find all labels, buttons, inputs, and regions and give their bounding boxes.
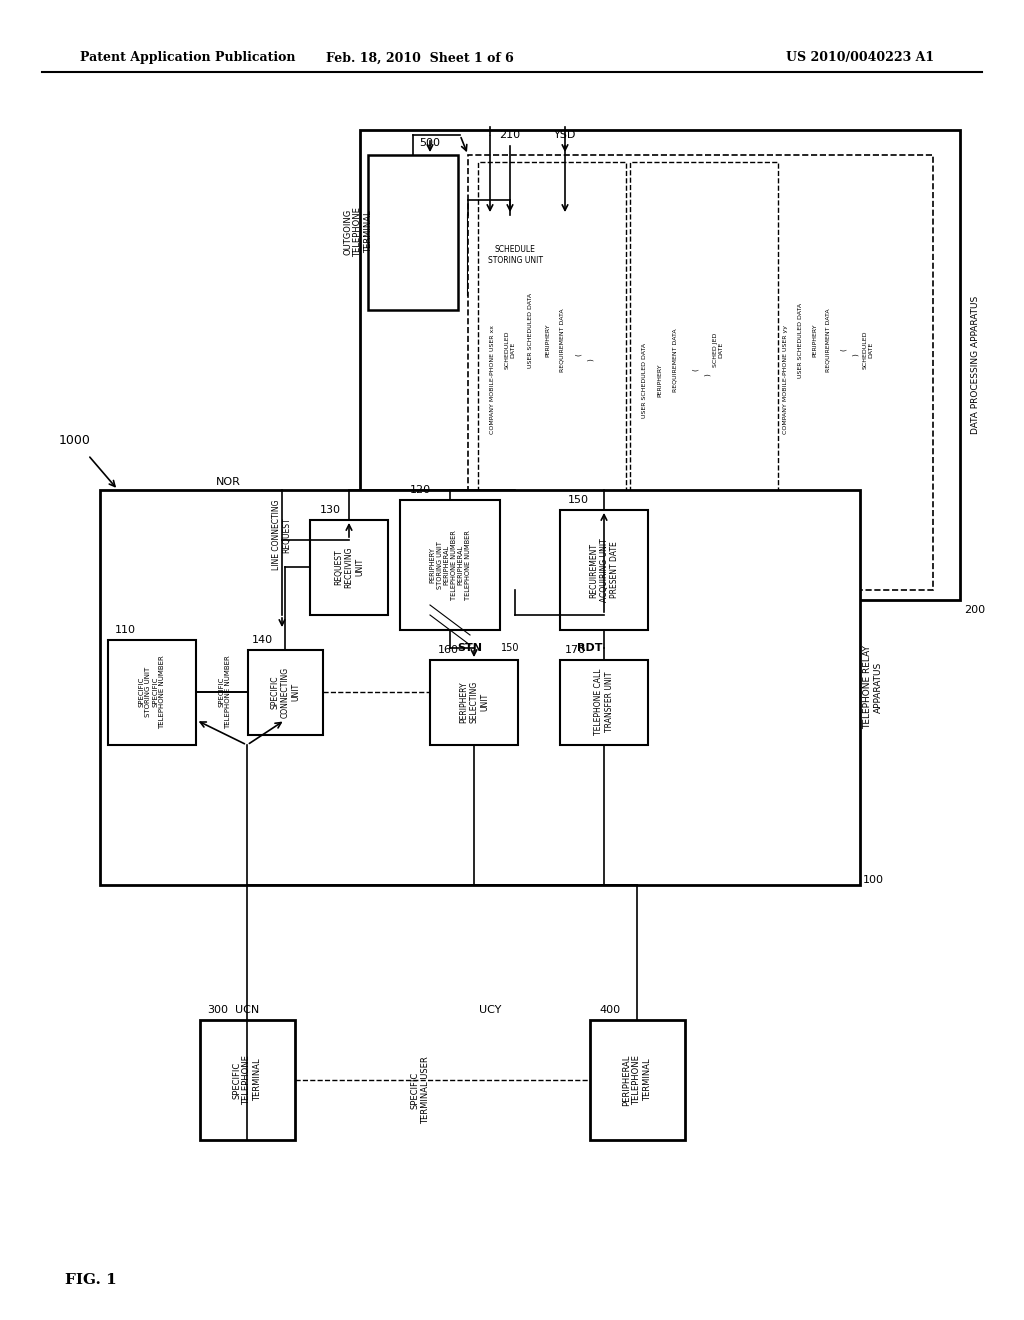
Text: COMPANY MOBILE-PHONE USER xx: COMPANY MOBILE-PHONE USER xx: [490, 326, 496, 434]
Text: 1000: 1000: [59, 433, 91, 446]
Text: Patent Application Publication: Patent Application Publication: [80, 51, 296, 65]
Text: REQUIREMENT DATA: REQUIREMENT DATA: [673, 329, 678, 392]
Text: PERIPHERY
STORING UNIT
PERIPHERAL
TELEPHONE NUMBER
PERIPHERAL
TELEPHONE NUMBER: PERIPHERY STORING UNIT PERIPHERAL TELEPH…: [429, 531, 470, 599]
Text: UCY: UCY: [479, 1005, 501, 1015]
Bar: [248, 649, 323, 735]
Bar: [400, 500, 500, 630]
Text: TELEPHONE CALL
TRANSFER UNIT: TELEPHONE CALL TRANSFER UNIT: [594, 669, 613, 735]
Text: SPECIFIC
TELEPHONE
TERMINAL: SPECIFIC TELEPHONE TERMINAL: [232, 1055, 262, 1105]
Text: 110: 110: [115, 624, 135, 635]
Bar: [478, 162, 626, 587]
Text: SCHEDULED
DATE: SCHEDULED DATE: [862, 331, 873, 370]
Text: STN: STN: [458, 643, 482, 653]
Bar: [560, 660, 648, 744]
Text: USER SCHEDULED DATA: USER SCHEDULED DATA: [527, 293, 532, 367]
Text: PERIPHERY: PERIPHERY: [812, 323, 817, 356]
Text: SPECIFIC
CONNECTING
UNIT: SPECIFIC CONNECTING UNIT: [270, 667, 300, 718]
Text: ): ): [852, 354, 858, 356]
Text: REQUIREMENT DATA: REQUIREMENT DATA: [825, 308, 830, 372]
Text: 100: 100: [862, 875, 884, 884]
Text: SCHEDULED
DATE: SCHEDULED DATE: [505, 331, 515, 370]
Text: (: (: [574, 354, 582, 356]
Text: NOR: NOR: [216, 477, 241, 487]
Bar: [368, 154, 458, 310]
Text: 170: 170: [564, 645, 586, 655]
Text: COMPANY MOBILE-PHONE USER yy: COMPANY MOBILE-PHONE USER yy: [782, 326, 787, 434]
Text: UCN: UCN: [234, 1005, 259, 1015]
Text: PERIPHERAL
TELEPHONE
TERMINAL: PERIPHERAL TELEPHONE TERMINAL: [623, 1055, 652, 1106]
Text: DATA PROCESSING APPARATUS: DATA PROCESSING APPARATUS: [971, 296, 980, 434]
Text: 210: 210: [500, 129, 520, 140]
Text: 200: 200: [965, 605, 985, 615]
Text: SCHED JED
DATE: SCHED JED DATE: [713, 333, 723, 367]
Text: 140: 140: [252, 635, 272, 645]
Bar: [468, 154, 933, 590]
Text: OUTGOING
TELEPHONE
TERMINAL: OUTGOING TELEPHONE TERMINAL: [343, 207, 373, 257]
Text: PERIPHERY: PERIPHERY: [657, 363, 663, 397]
Text: RECUIREMENT
ACQUIRING UNIT
PRESENT DATE: RECUIREMENT ACQUIRING UNIT PRESENT DATE: [589, 539, 618, 602]
Bar: [360, 129, 961, 601]
Text: SCHEDULE
STORING UNIT: SCHEDULE STORING UNIT: [487, 246, 543, 265]
Text: ): ): [703, 374, 711, 376]
Text: 150: 150: [567, 495, 589, 506]
Text: FIG. 1: FIG. 1: [65, 1272, 117, 1287]
Text: YSD: YSD: [554, 129, 577, 140]
Bar: [430, 660, 518, 744]
Bar: [310, 520, 388, 615]
Text: USER SCHEDULED DATA: USER SCHEDULED DATA: [642, 342, 647, 417]
Bar: [560, 510, 648, 630]
Text: US 2010/0040223 A1: US 2010/0040223 A1: [786, 51, 934, 65]
Text: 150: 150: [501, 643, 519, 653]
Text: TELEPHONE RELAY
APPARATUS: TELEPHONE RELAY APPARATUS: [863, 645, 883, 729]
Bar: [100, 490, 860, 884]
Text: REQUIREMENT DATA: REQUIREMENT DATA: [559, 308, 564, 372]
Bar: [590, 1020, 685, 1140]
Text: 160: 160: [437, 645, 459, 655]
Text: (: (: [840, 348, 846, 351]
Bar: [468, 215, 563, 294]
Text: SPECIFIC
STORING UNIT
SPECIFIC
TELEPHONE NUMBER: SPECIFIC STORING UNIT SPECIFIC TELEPHONE…: [138, 655, 166, 729]
Text: Feb. 18, 2010  Sheet 1 of 6: Feb. 18, 2010 Sheet 1 of 6: [326, 51, 514, 65]
Text: 120: 120: [410, 484, 430, 495]
Bar: [108, 640, 196, 744]
Text: RDT: RDT: [578, 643, 603, 653]
Bar: [200, 1020, 295, 1140]
Text: USER SCHEDULED DATA: USER SCHEDULED DATA: [798, 302, 803, 378]
Text: (: (: [692, 368, 698, 371]
Text: REQUEST
RECEIVING
UNIT: REQUEST RECEIVING UNIT: [334, 546, 364, 587]
Text: LINE CONNECTING
REQUEST: LINE CONNECTING REQUEST: [272, 500, 292, 570]
Text: 500: 500: [420, 139, 440, 148]
Text: SPECIFIC
TELEPHONE NUMBER: SPECIFIC TELEPHONE NUMBER: [218, 655, 231, 729]
Text: 300: 300: [208, 1005, 228, 1015]
Text: ): ): [587, 359, 593, 362]
Text: 130: 130: [319, 506, 341, 515]
Text: 400: 400: [599, 1005, 621, 1015]
Text: SPECIFIC
TERMINAL USER: SPECIFIC TERMINAL USER: [411, 1056, 430, 1123]
Text: PERIPHERY: PERIPHERY: [546, 323, 551, 356]
Text: PERIPHERY
SELECTING
UNIT: PERIPHERY SELECTING UNIT: [459, 681, 488, 723]
Bar: [630, 162, 778, 587]
